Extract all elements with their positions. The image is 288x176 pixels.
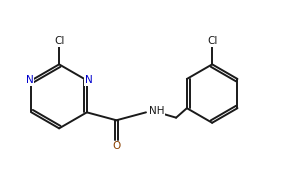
Text: Cl: Cl [207,36,217,46]
Text: Cl: Cl [54,36,64,46]
Text: NH: NH [149,106,164,116]
Text: O: O [112,142,121,151]
Text: N: N [85,75,93,85]
Text: N: N [26,75,33,85]
